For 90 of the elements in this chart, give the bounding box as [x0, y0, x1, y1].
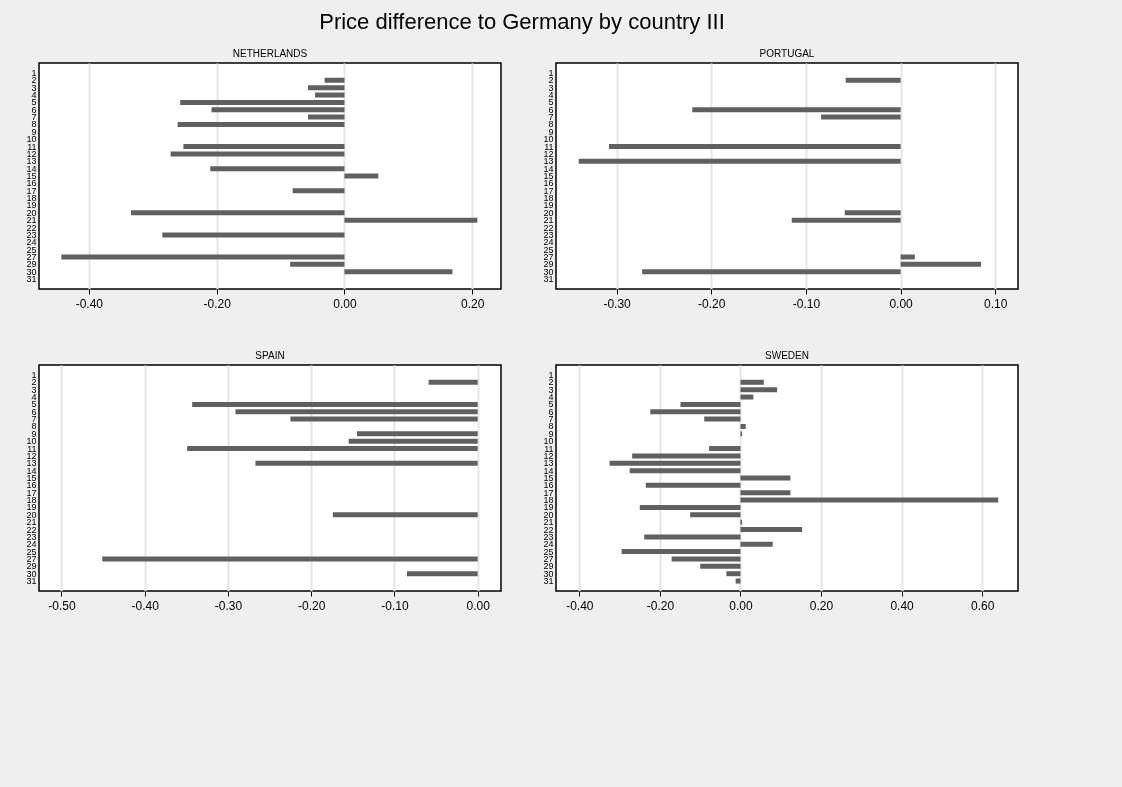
x-tick-label: -0.20 — [698, 296, 726, 311]
chart-subtitle: PORTUGAL — [759, 48, 815, 59]
x-tick-label: 0.00 — [466, 598, 491, 613]
x-tick-label: -0.10 — [381, 598, 409, 613]
bar — [292, 188, 345, 194]
bar — [210, 166, 345, 172]
bar — [170, 151, 345, 157]
y-tick-label: 31 — [543, 576, 554, 587]
bar — [700, 563, 741, 569]
y-tick-label: 17 — [543, 185, 554, 196]
bar — [740, 490, 791, 496]
bar — [844, 210, 901, 216]
bar — [690, 512, 741, 518]
bar — [740, 387, 778, 393]
bar — [211, 107, 345, 113]
bar — [900, 254, 915, 260]
bar — [61, 254, 345, 260]
bar — [578, 158, 901, 164]
bar — [621, 549, 741, 555]
bar — [639, 504, 741, 510]
bar — [344, 217, 478, 223]
bar — [315, 92, 345, 98]
bar — [290, 261, 345, 267]
y-tick-label: 31 — [26, 274, 37, 285]
chart-title: Price difference to Germany by country III — [319, 9, 725, 35]
x-tick-label: 0.00 — [889, 296, 914, 311]
bar — [609, 144, 901, 150]
y-tick-label: 1 — [548, 369, 554, 380]
bar — [632, 453, 741, 459]
bar — [704, 416, 741, 422]
bar — [308, 85, 345, 91]
x-tick-label: -0.40 — [75, 296, 104, 311]
chart-subtitle: SWEDEN — [765, 350, 809, 361]
bar — [609, 460, 741, 466]
x-tick-label: 0.60 — [970, 598, 995, 613]
bar — [692, 107, 901, 113]
y-tick-label: 1 — [31, 369, 37, 380]
x-tick-label: 0.00 — [729, 598, 753, 613]
bar — [740, 475, 791, 481]
bar — [900, 261, 982, 267]
bar — [740, 423, 746, 429]
y-tick-label: 31 — [26, 576, 37, 587]
x-tick-label: -0.20 — [646, 598, 675, 613]
x-tick-label: -0.40 — [566, 598, 594, 613]
bar — [180, 99, 345, 105]
bar — [671, 556, 741, 562]
bar — [131, 210, 345, 216]
y-tick-label: 17 — [543, 487, 554, 498]
x-tick-label: 0.00 — [333, 296, 357, 311]
chart-subtitle: SPAIN — [255, 350, 285, 361]
x-tick-label: 0.40 — [890, 598, 915, 613]
bar — [821, 114, 901, 120]
bar — [740, 541, 773, 547]
bar — [308, 114, 345, 120]
x-tick-label: 0.10 — [984, 296, 1008, 311]
y-tick-label: 31 — [543, 274, 554, 285]
x-tick-label: -0.40 — [131, 598, 160, 613]
y-tick-label: 17 — [26, 185, 37, 196]
y-tick-label: 1 — [548, 67, 554, 78]
bar — [740, 497, 999, 503]
x-tick-label: -0.30 — [603, 296, 632, 311]
x-tick-label: 0.20 — [809, 598, 834, 613]
bar — [740, 394, 754, 400]
bar — [642, 269, 901, 275]
bar — [680, 401, 741, 407]
bar — [709, 446, 741, 452]
bar — [740, 527, 803, 533]
bar — [650, 409, 741, 415]
y-tick-label: 17 — [26, 487, 37, 498]
bar — [845, 77, 901, 83]
x-tick-label: 0.20 — [461, 296, 485, 311]
bar — [324, 77, 345, 83]
bar — [344, 269, 453, 275]
y-tick-label: 1 — [31, 67, 37, 78]
bar — [644, 534, 741, 540]
chart-subtitle: NETHERLANDS — [232, 48, 308, 59]
bar — [177, 121, 345, 127]
bar — [162, 232, 345, 238]
bar — [726, 571, 741, 577]
bar — [344, 173, 379, 179]
bar — [740, 379, 764, 385]
bar — [645, 482, 741, 488]
x-tick-label: -0.20 — [203, 296, 232, 311]
x-tick-label: -0.10 — [792, 296, 821, 311]
bar — [183, 144, 345, 150]
bar — [629, 468, 741, 474]
x-tick-label: -0.30 — [214, 598, 243, 613]
bar — [791, 217, 901, 223]
x-tick-label: -0.20 — [298, 598, 326, 613]
x-tick-label: -0.50 — [48, 598, 76, 613]
